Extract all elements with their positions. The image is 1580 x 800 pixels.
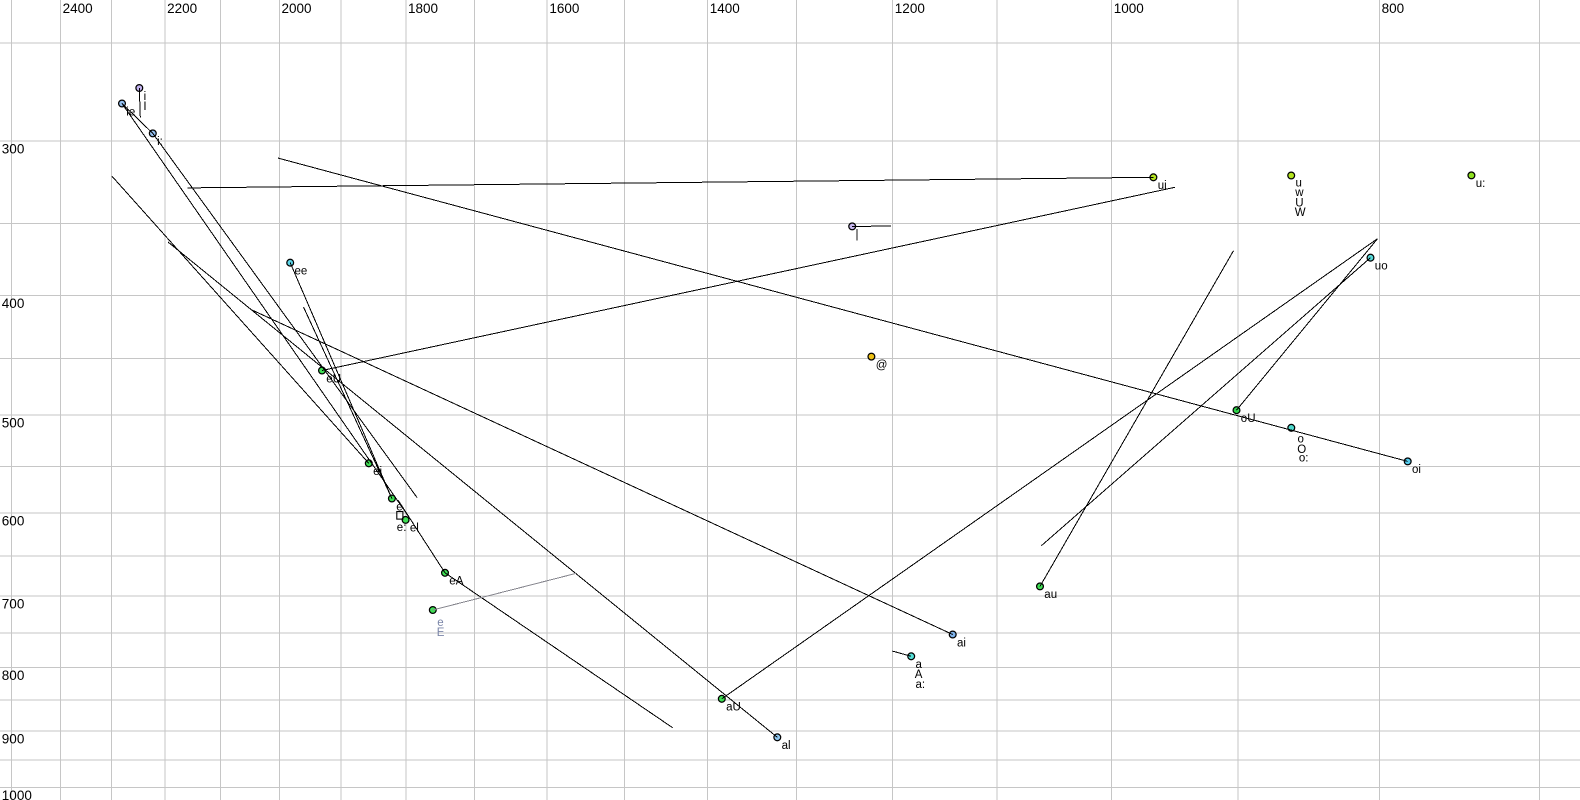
svg-text:A: A — [915, 669, 923, 681]
svg-text:|: | — [856, 229, 859, 241]
svg-text:o:: o: — [1299, 453, 1309, 465]
svg-text:2400: 2400 — [63, 1, 93, 16]
svg-text:900: 900 — [2, 731, 25, 746]
svg-text:a:: a: — [916, 679, 926, 691]
svg-text:E: E — [437, 627, 445, 639]
svg-text:500: 500 — [2, 416, 25, 431]
svg-text:2000: 2000 — [282, 1, 312, 16]
svg-text:oU: oU — [1241, 413, 1256, 425]
svg-text:aU: aU — [726, 702, 741, 714]
svg-text:1200: 1200 — [895, 1, 925, 16]
svg-text:au: au — [1044, 589, 1057, 601]
svg-text:eA: eA — [449, 576, 463, 588]
svg-text:1000: 1000 — [2, 788, 32, 800]
svg-text:o: o — [1298, 434, 1304, 446]
svg-text:400: 400 — [2, 296, 25, 311]
svg-text:el: el — [410, 523, 419, 535]
svg-text:O: O — [1297, 444, 1306, 456]
svg-text:u: u — [1296, 177, 1302, 189]
svg-text:1600: 1600 — [549, 1, 579, 16]
svg-text:1000: 1000 — [1114, 1, 1144, 16]
svg-text:U: U — [1295, 197, 1303, 209]
svg-text:600: 600 — [2, 514, 25, 529]
svg-text:al: al — [782, 740, 791, 752]
svg-text:oi: oi — [1412, 464, 1421, 476]
svg-text:ui: ui — [1158, 180, 1167, 192]
svg-text:w: w — [1294, 187, 1304, 199]
svg-text:eU: eU — [326, 373, 341, 385]
svg-text:300: 300 — [2, 141, 25, 156]
svg-text:700: 700 — [2, 596, 25, 611]
svg-text:e:: e: — [397, 522, 407, 534]
svg-text:u:: u: — [1476, 178, 1486, 190]
svg-text:1800: 1800 — [408, 1, 438, 16]
svg-text:ei: ei — [373, 466, 382, 478]
svg-text:ee: ee — [295, 266, 308, 278]
svg-text:2200: 2200 — [167, 1, 197, 16]
svg-text:e: e — [396, 501, 402, 513]
svg-text:i:: i: — [157, 136, 163, 148]
svg-text:ai: ai — [957, 637, 966, 649]
svg-text:uo: uo — [1375, 261, 1388, 273]
svg-text:e: e — [437, 617, 443, 629]
svg-text:W: W — [1295, 207, 1306, 219]
svg-text:1400: 1400 — [710, 1, 740, 16]
svg-text:a: a — [916, 659, 923, 671]
svg-text:ie: ie — [126, 106, 135, 118]
svg-text:I: I — [143, 101, 146, 113]
svg-text:@: @ — [876, 359, 888, 371]
svg-text:800: 800 — [1382, 1, 1405, 16]
svg-text:i: i — [144, 91, 147, 103]
svg-text:800: 800 — [2, 668, 25, 683]
